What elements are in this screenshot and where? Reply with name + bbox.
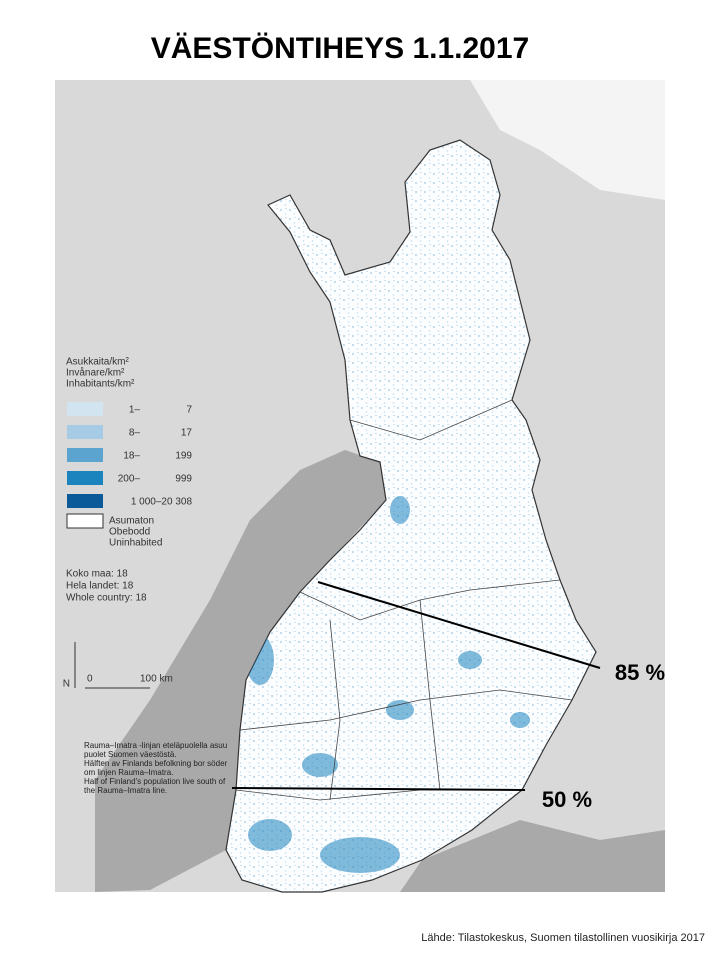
region-borders xyxy=(235,399,573,801)
total: Koko maa: 18 xyxy=(66,569,128,580)
gulf-of-bothnia xyxy=(95,450,386,892)
legend-swatch xyxy=(67,471,103,485)
note: Rauma–Imatra -linjan eteläpuolella asuu xyxy=(84,741,227,750)
legend-swatch xyxy=(67,448,103,462)
legend-swatch xyxy=(67,425,103,439)
legend-from: 200– xyxy=(118,474,141,485)
note: the Rauma–Imatra line. xyxy=(84,786,167,795)
note: Half of Finland's population live south … xyxy=(84,777,226,786)
note: om linjen Rauma–Imatra. xyxy=(84,768,173,777)
north-label: N xyxy=(63,679,70,690)
legend-to: 17 xyxy=(181,428,193,439)
gulf-of-finland xyxy=(400,820,665,892)
line-label: 85 % xyxy=(615,660,665,685)
legend-to: 199 xyxy=(175,451,192,462)
total: Hela landet: 18 xyxy=(66,581,134,592)
title: VÄESTÖNTIHEYS 1.1.2017 xyxy=(151,32,530,65)
legend-from: 8– xyxy=(129,428,141,439)
line-85 xyxy=(317,581,601,669)
source: Lähde: Tilastokeskus, Suomen tilastollin… xyxy=(421,932,705,944)
arctic-sea xyxy=(470,80,665,200)
note: Hälften av Finlands befolkning bor söder xyxy=(84,759,228,768)
scale-distance: 100 km xyxy=(140,674,173,685)
legend-to: 999 xyxy=(175,474,192,485)
legend-swatch xyxy=(66,513,104,529)
line-50 xyxy=(231,787,526,791)
scale-zero: 0 xyxy=(87,674,93,685)
legend-uninhabited: Asumaton xyxy=(109,516,154,527)
line-label: 50 % xyxy=(542,787,592,812)
legend-to: 7 xyxy=(186,405,192,416)
legend-from: 1– xyxy=(129,405,141,416)
legend-from: 1 000–20 308 xyxy=(131,497,193,508)
legend-from: 18– xyxy=(123,451,140,462)
total: Whole country: 18 xyxy=(66,593,147,604)
legend-uninhabited: Obebodd xyxy=(109,527,150,538)
legend-heading: Inhabitants/km² xyxy=(66,379,135,390)
legend: Asukkaita/km²Invånare/km²Inhabitants/km²… xyxy=(66,357,228,795)
legend-swatch xyxy=(67,494,103,508)
dense-areas xyxy=(246,496,530,873)
legend-uninhabited: Uninhabited xyxy=(109,538,162,549)
legend-swatch xyxy=(67,402,103,416)
legend-heading: Asukkaita/km² xyxy=(66,357,129,368)
legend-heading: Invånare/km² xyxy=(66,367,125,379)
note: puolet Suomen väestöstä. xyxy=(84,750,177,759)
